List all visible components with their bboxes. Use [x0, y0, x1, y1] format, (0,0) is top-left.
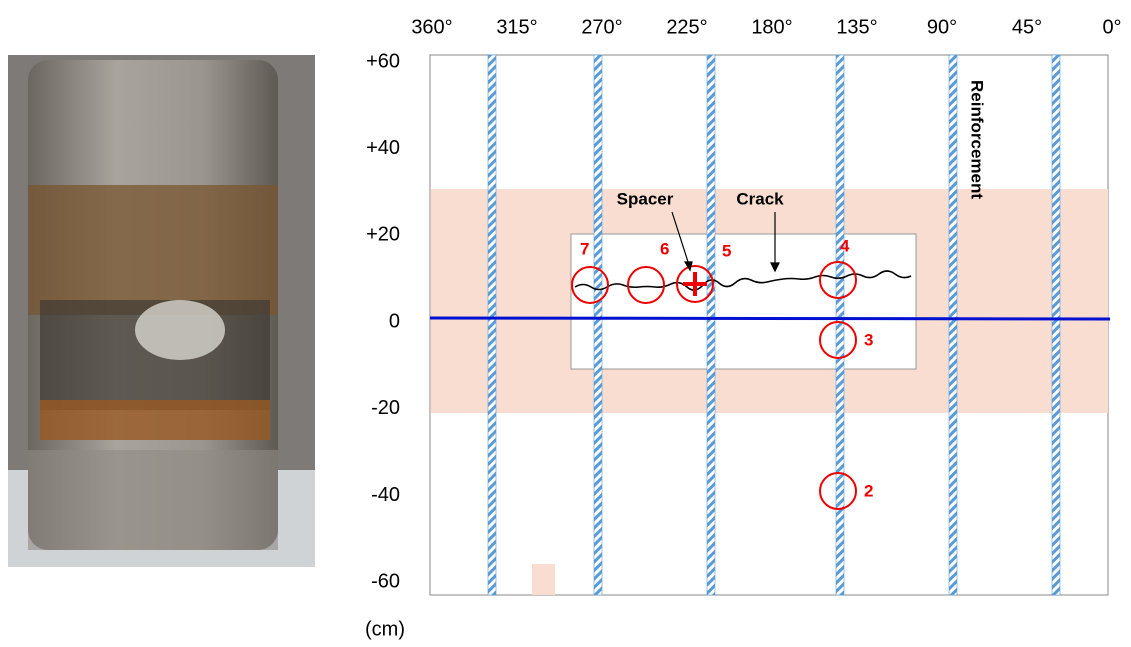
left-axis-label: +20	[366, 224, 400, 246]
top-axis-label: 270°	[581, 16, 622, 38]
top-axis-label: 45°	[1012, 16, 1042, 38]
marker-label: 7	[580, 239, 589, 258]
marker-label: 3	[864, 330, 873, 349]
top-axis-label: 180°	[751, 16, 792, 38]
left-axis-label: 0	[389, 310, 400, 332]
top-axis-label: 315°	[496, 16, 537, 38]
marker-label: 4	[840, 236, 850, 255]
top-axis-label: 360°	[411, 16, 452, 38]
top-axis-label: 225°	[666, 16, 707, 38]
top-axis-label: 0°	[1102, 16, 1121, 38]
crack-label: Crack	[736, 189, 784, 208]
marker-label: 2	[864, 481, 873, 500]
zero-line	[430, 318, 1110, 319]
left-axis-label: +40	[366, 137, 400, 159]
unit-label: (cm)	[365, 618, 405, 640]
marker-label: 6	[660, 239, 669, 258]
figure: Spacer Crack Reinforcement (cm) 360°315°…	[0, 0, 1131, 642]
left-axis-label: -40	[371, 484, 400, 506]
top-axis-label: 135°	[836, 16, 877, 38]
left-axis-label: -20	[371, 397, 400, 419]
photo	[8, 55, 315, 567]
marker-label: 5	[722, 241, 731, 260]
top-axis-label: 90°	[927, 16, 957, 38]
left-axis-label: +60	[366, 50, 400, 72]
reinforcement-label: Reinforcement	[968, 80, 987, 199]
zone-marker	[532, 564, 555, 595]
left-axis-label: -60	[371, 570, 400, 592]
spacer-label: Spacer	[617, 189, 674, 208]
